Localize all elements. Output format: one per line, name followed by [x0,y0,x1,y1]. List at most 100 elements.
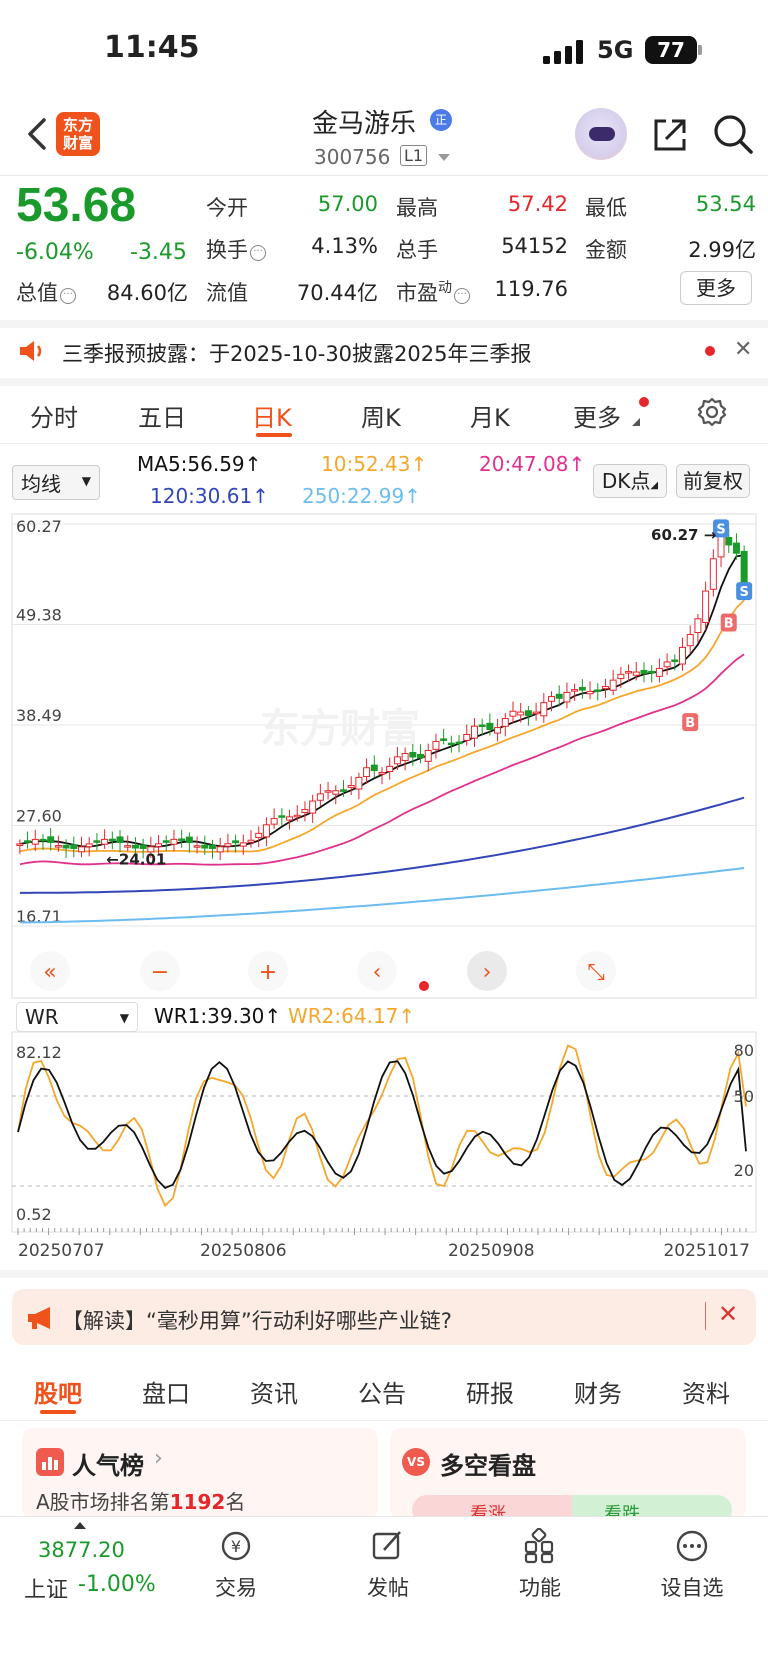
ma120-line [19,796,745,894]
tab-weekly-k[interactable]: 周K [361,404,401,432]
dk-point-button[interactable]: DK点◢ [593,464,667,498]
trade-icon[interactable]: ¥ [218,1528,254,1564]
apps-icon[interactable] [522,1528,558,1564]
mktcap-value: 84.60亿 [106,281,188,305]
candle-body [609,679,617,691]
battery-tip [698,45,702,55]
candle-body [293,814,301,818]
dk-point-label: DK点 [601,469,651,493]
candle-body [725,537,733,546]
candle-body [548,696,556,702]
more-quote-button[interactable]: 更多 [680,271,752,305]
expand-icon-glyph: ⤡ [587,960,605,985]
candle-body [417,753,425,759]
open-label: 今开 [206,196,248,220]
tab-guba[interactable]: 股吧 [34,1380,82,1408]
index-name[interactable]: 上证 [24,1578,69,1603]
tab-monthly-k[interactable]: 月K [470,404,510,432]
tab-five-day[interactable]: 五日 [138,404,186,432]
close-icon[interactable]: ✕ [734,337,753,362]
ma20-line [19,653,745,866]
post-icon[interactable] [370,1528,406,1564]
info-icon[interactable]: ··· [454,288,470,304]
zoom-in-icon[interactable]: + [248,951,288,991]
tab-more[interactable]: 更多 [573,404,621,432]
indicator-select[interactable]: 均线 ▼ [12,465,100,500]
candle-body [324,790,332,793]
tab-announcements[interactable]: 公告 [358,1380,406,1408]
candle-body [555,693,563,699]
candle-body [601,686,609,690]
info-icon[interactable]: ··· [250,245,266,261]
candle-body [224,843,232,847]
wr-chart[interactable]: 82.12 0.52 80 50 20 20250707 20250806 20250908… [0,1030,768,1260]
zoom-out-icon[interactable]: − [140,951,180,991]
candle-body [116,836,124,843]
tab-daily-k[interactable]: 日K [252,404,292,432]
chevron-right-icon-glyph: › [483,960,492,985]
wr-left-tick: 0.52 [16,1205,52,1224]
stock-name[interactable]: 金马游乐 [312,109,417,139]
chevron-right-icon-bg [467,951,507,991]
wr-indicator-select[interactable]: WR ▼ [16,1002,138,1032]
notice-text[interactable]: 三季报预披露：于2025-10-30披露2025年三季报 [62,342,532,366]
index-change[interactable]: -1.00% [78,1572,156,1597]
level-dropdown-icon[interactable] [438,154,450,161]
news-banner[interactable] [12,1289,756,1345]
expand-icon[interactable] [74,1522,86,1529]
tab-pankou[interactable]: 盘口 [142,1380,190,1408]
candle-body [517,711,525,716]
candle-body [486,722,494,730]
price-adjust-button[interactable]: 前复权 [676,464,750,498]
tab-news[interactable]: 资讯 [250,1380,298,1408]
candle-body [501,718,509,727]
amount-value: 2.99亿 [688,238,756,262]
chevron-right-icon[interactable]: › [467,951,507,991]
candle-body [216,846,224,853]
candle-body [470,725,478,739]
tab-financials[interactable]: 财务 [574,1380,622,1408]
level-badge[interactable]: L1 [400,145,428,166]
candle-body [47,836,55,843]
gear-icon[interactable] [697,397,727,427]
candle-body [16,843,24,846]
tabs-divider [0,443,768,444]
info-icon[interactable]: ··· [60,288,76,304]
y-tick-label: 60.27 [16,517,62,536]
popularity-card[interactable] [22,1428,378,1518]
candle-body [347,785,355,788]
candle-body [563,691,571,703]
share-icon[interactable] [650,115,690,155]
nav-functions-label[interactable]: 功能 [519,1576,561,1600]
tab-intraday[interactable]: 分时 [30,404,78,432]
add-watchlist-icon[interactable] [674,1528,710,1564]
nav-post-label[interactable]: 发帖 [367,1576,409,1600]
tab-research[interactable]: 研报 [466,1380,514,1408]
ma10-line [19,599,745,853]
close-icon[interactable]: ✕ [718,1300,739,1328]
nav-watchlist-label[interactable]: 设自选 [660,1576,724,1600]
banner-text[interactable]: 【解读】“毫秒用算”行动利好哪些产业链? [62,1309,452,1333]
nav-trade-label[interactable]: 交易 [215,1576,257,1600]
candle-body [447,742,455,746]
back-arrow-icon[interactable] [22,114,52,154]
candle-body [309,800,317,814]
candle-body [232,840,240,844]
candle-body [686,633,694,647]
bull-bear-title: 多空看盘 [440,1452,536,1480]
unread-dot [705,346,715,356]
expand-icon[interactable]: ⤡ [576,951,616,991]
popularity-title: 人气榜 [72,1452,144,1480]
amount-label: 金额 [585,238,627,262]
low-label: 最低 [585,196,627,220]
chevron-left-icon[interactable]: ‹ [357,951,397,991]
tab-profile[interactable]: 资料 [682,1380,730,1408]
section-gap [0,1270,768,1278]
rank-prefix: A股市场排名第 [36,1490,170,1514]
svg-text:¥: ¥ [231,1537,241,1556]
fast-back-icon[interactable]: « [30,951,70,991]
pct-change: -6.04% [16,240,94,265]
search-icon[interactable] [712,113,754,155]
index-value[interactable]: 3877.20 [38,1538,125,1562]
